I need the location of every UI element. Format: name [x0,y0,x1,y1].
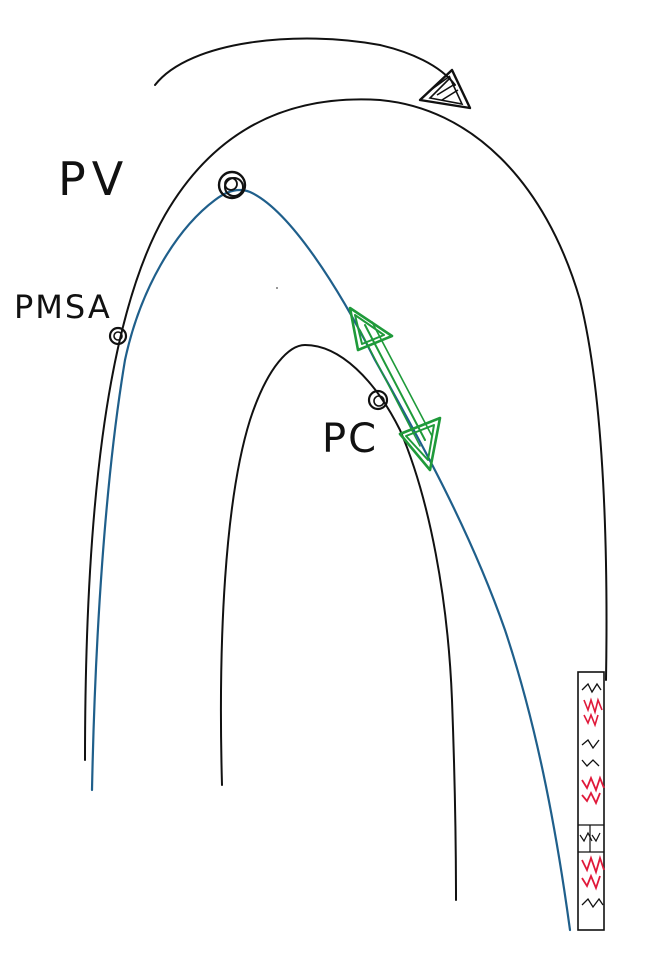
trajectory-curve [90,189,572,932]
pv-marker [217,170,247,200]
pmsa-marker [108,326,128,346]
label-pc: PC [322,416,378,462]
label-pv: PV [58,152,129,206]
outer-arch [84,98,608,761]
curved-arrow-icon [154,37,472,110]
pc-marker [367,389,389,411]
stray-dot [276,287,278,289]
label-pmsa: PMSA [14,288,112,326]
hatched-strip [577,671,605,931]
double-arrow-icon [348,306,442,472]
inner-arch [219,343,457,901]
